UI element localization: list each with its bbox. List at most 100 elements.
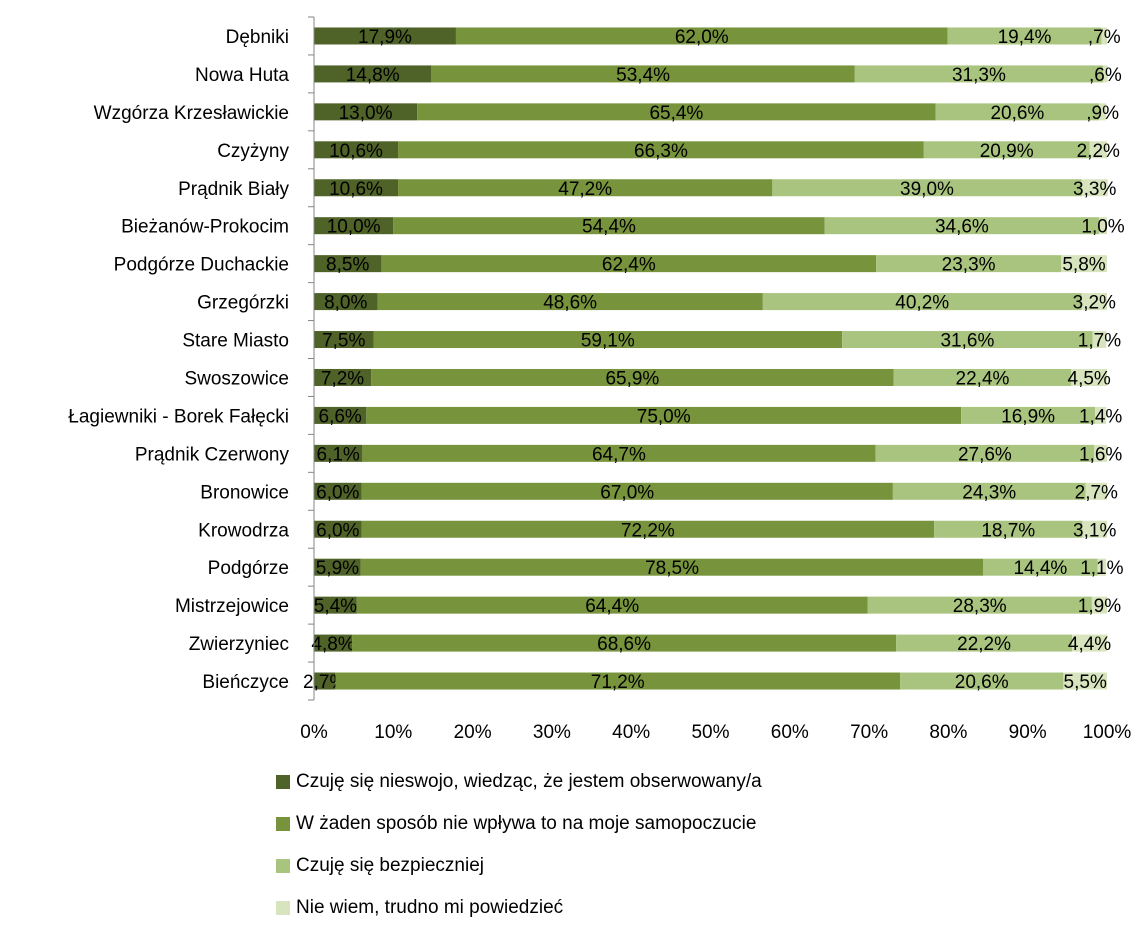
bar-segment (1094, 444, 1107, 462)
data-label: 2,2% (1077, 141, 1120, 162)
category-label: Prądnik Czerwony (135, 444, 290, 465)
data-label: 34,6% (935, 217, 989, 238)
bar-segment (314, 65, 432, 83)
legend-swatch (276, 859, 290, 873)
data-label: 62,4% (602, 255, 656, 276)
bar-segment (393, 217, 825, 235)
bar-segment (314, 672, 336, 690)
bar-segment (772, 179, 1082, 197)
data-label: 31,6% (940, 331, 994, 352)
data-label: 1,7% (1078, 331, 1121, 352)
bar-segment (335, 672, 901, 690)
bar-segment (352, 634, 897, 652)
data-label: 64,4% (585, 596, 639, 617)
data-label: 3,2% (1073, 293, 1116, 314)
data-label: 62,0% (675, 27, 729, 48)
bar-segment (373, 331, 843, 349)
category-label: Zwierzyniec (189, 634, 289, 655)
bar-segment (842, 331, 1093, 349)
category-label: Grzegórzki (197, 293, 289, 314)
data-label: 24,3% (962, 482, 1016, 503)
data-label: 66,3% (634, 141, 688, 162)
bar-segment (935, 103, 1100, 121)
bar-segment (1081, 293, 1107, 311)
bar-segment (1061, 255, 1107, 273)
data-label: 72,2% (621, 520, 675, 541)
bar-segment (366, 406, 962, 424)
bar-segment (1099, 217, 1107, 235)
data-label: 67,0% (600, 482, 654, 503)
category-label: Dębniki (226, 27, 289, 48)
data-label: 1,9% (1078, 596, 1121, 617)
data-label: 1,1% (1080, 558, 1123, 579)
bar-segment (1097, 558, 1107, 576)
bar-segment (314, 331, 374, 349)
legend-label: Czuję się bezpieczniej (296, 855, 484, 876)
bar-segment (892, 482, 1086, 500)
bar-segment (381, 255, 877, 273)
data-label: 13,0% (339, 103, 393, 124)
data-label: 68,6% (597, 634, 651, 655)
data-label: 64,7% (592, 444, 646, 465)
data-label: 17,9% (358, 27, 412, 48)
data-label: 59,1% (581, 331, 635, 352)
category-label: Podgórze Duchackie (114, 255, 289, 276)
bar-segment (314, 482, 362, 500)
data-label: 16,9% (1001, 406, 1055, 427)
bar-segment (1103, 65, 1108, 83)
bar-segment (1063, 672, 1107, 690)
x-tick-label: 60% (771, 722, 809, 743)
bar-segment (314, 634, 353, 652)
bar-segment (314, 368, 372, 386)
data-label: 65,4% (649, 103, 703, 124)
category-label: Bronowice (200, 482, 289, 503)
bar-segment (961, 406, 1096, 424)
bar-segment (314, 103, 418, 121)
bar-segment (314, 141, 399, 159)
legend-item: Czuję się nieswojo, wiedząc, że jestem o… (276, 771, 762, 792)
bar-segment (371, 368, 894, 386)
bar-segment (398, 179, 773, 197)
data-label: 20,6% (990, 103, 1044, 124)
data-label: 8,5% (326, 255, 369, 276)
bar-segment (1095, 406, 1107, 424)
data-label: 47,2% (558, 179, 612, 200)
bar-segment (1091, 596, 1107, 614)
bar-segment (314, 520, 362, 538)
data-label: 39,0% (900, 179, 954, 200)
x-tick-label: 30% (533, 722, 571, 743)
category-label: Łagiewniki - Borek Fałęcki (68, 406, 289, 427)
bar-segment (417, 103, 936, 121)
x-tick-label: 20% (454, 722, 492, 743)
legend-item: W żaden sposób nie wpływa to na moje sam… (276, 813, 762, 834)
data-label: 75,0% (637, 406, 691, 427)
legend-swatch (276, 901, 290, 915)
bar-segment (455, 27, 948, 45)
bar-segment (896, 634, 1073, 652)
data-label: 65,9% (605, 368, 659, 389)
data-label: 1,0% (1081, 217, 1124, 238)
data-label: 23,3% (942, 255, 996, 276)
bar-segment (361, 482, 893, 500)
x-tick-label: 10% (374, 722, 412, 743)
data-label: 78,5% (645, 558, 699, 579)
legend-label: W żaden sposób nie wpływa to na moje sam… (296, 813, 757, 834)
data-label: 4,8% (311, 634, 354, 655)
bar-segment (934, 520, 1083, 538)
bar-segment (1072, 634, 1107, 652)
data-label: 5,4% (314, 596, 357, 617)
data-label: ,7% (1088, 27, 1121, 48)
data-label: 22,2% (957, 634, 1011, 655)
x-tick-label: 70% (850, 722, 888, 743)
bar-segment (431, 65, 855, 83)
bar-segment (983, 558, 1098, 576)
data-label: 4,4% (1068, 634, 1111, 655)
category-label: Bieżanów-Prokocim (121, 217, 289, 238)
data-label: 3,1% (1073, 520, 1116, 541)
category-label: Bieńczyce (202, 672, 289, 693)
legend-swatch (276, 817, 290, 831)
data-label: 22,4% (956, 368, 1010, 389)
bar-segment (875, 444, 1095, 462)
data-label: 10,0% (327, 217, 381, 238)
data-label: 1,4% (1079, 406, 1122, 427)
